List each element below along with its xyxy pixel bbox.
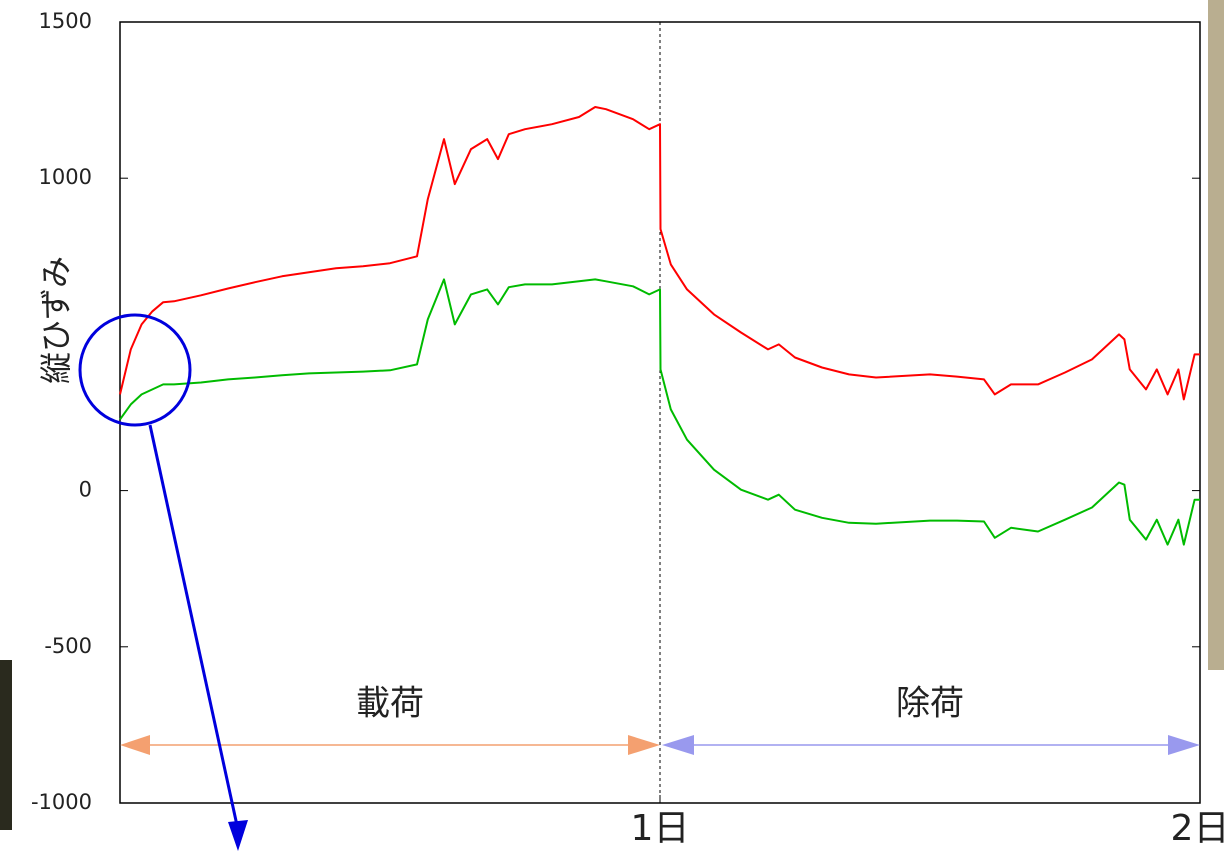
chart: 縦ひずみ 載荷 除荷 -1000 -500 0 1000 1500 1日 2日	[0, 0, 1224, 851]
y-tick-label: 0	[79, 478, 92, 502]
y-tick-label: -500	[44, 634, 92, 658]
photo-edge	[0, 660, 12, 830]
annotation: 除荷	[896, 684, 964, 724]
y-tick-label: -1000	[31, 790, 92, 814]
photo-edge	[1208, 0, 1224, 670]
y-axis-label: 縦ひずみ	[37, 256, 75, 384]
x-tick-label: 2日	[1171, 808, 1224, 849]
y-tick-label: 1500	[39, 9, 92, 33]
y-tick-label: 1000	[39, 165, 92, 189]
x-tick-label: 1日	[631, 808, 690, 849]
annotation: 載荷	[356, 684, 424, 724]
